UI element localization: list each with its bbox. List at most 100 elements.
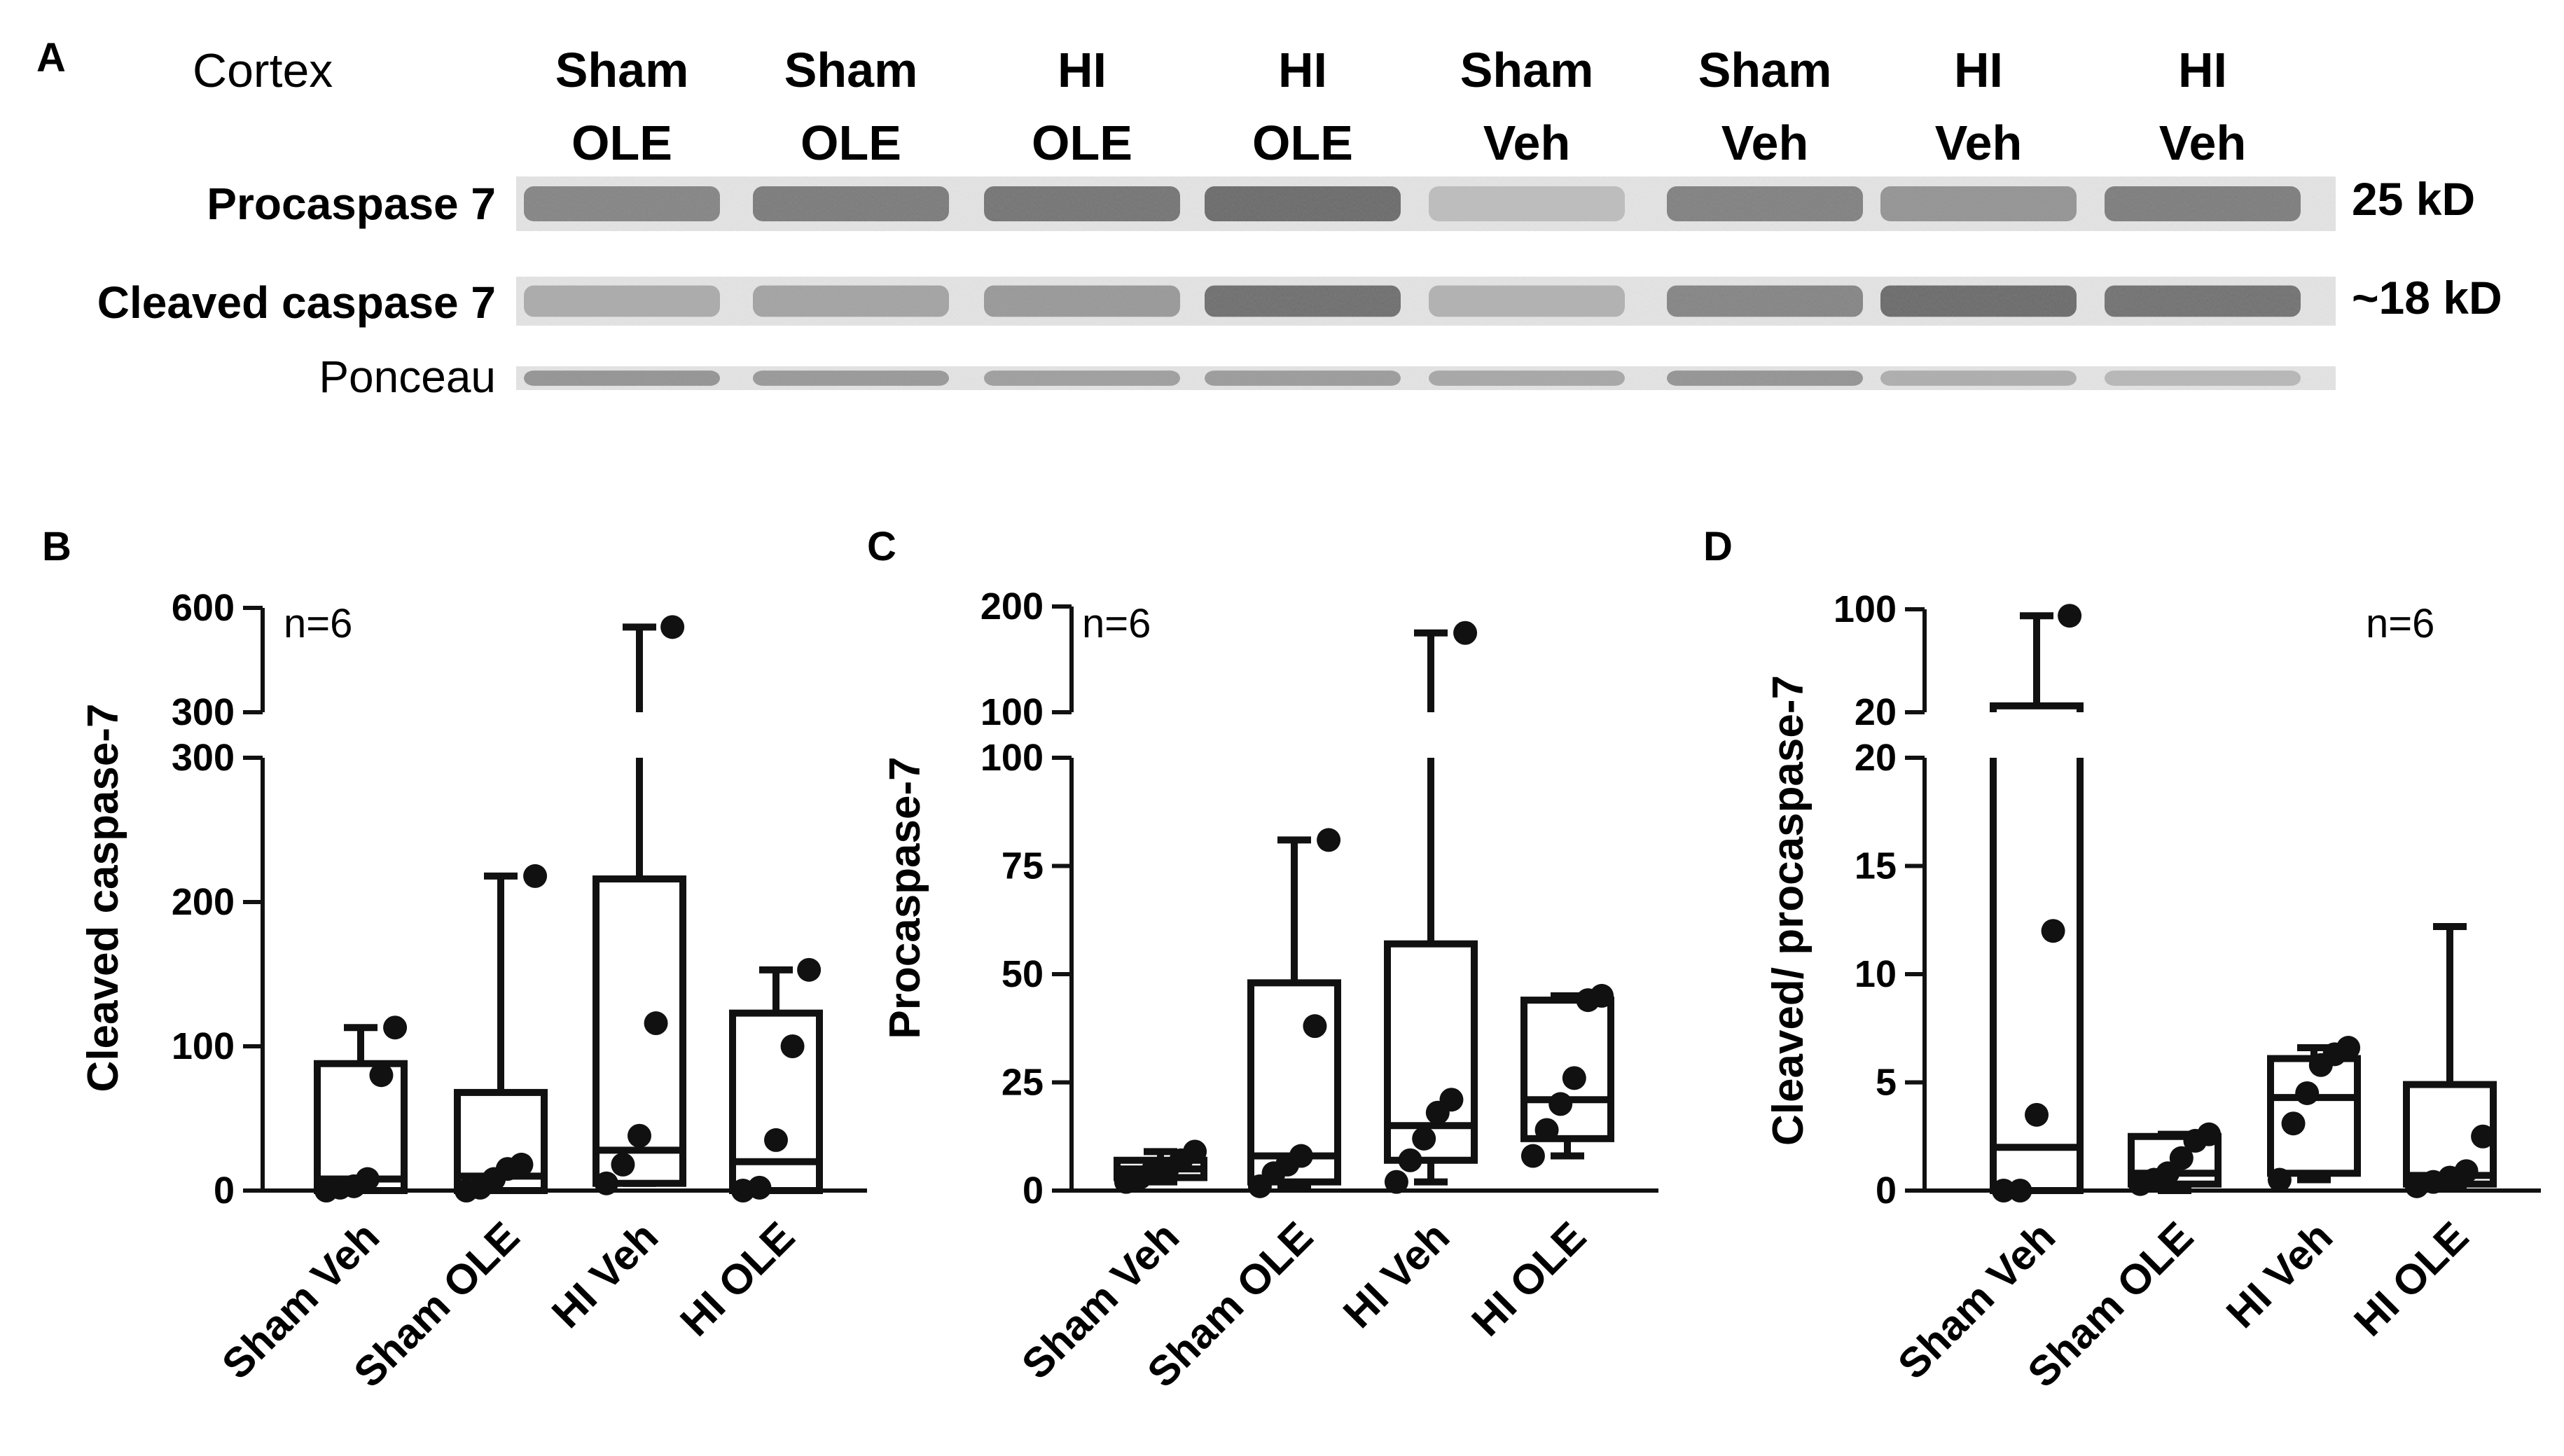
y-tick-label: 100 — [980, 691, 1044, 733]
lane-label-top: Sham — [1698, 43, 1832, 97]
data-point — [1183, 1139, 1207, 1164]
x-tick-label: HI Veh — [543, 1213, 667, 1337]
data-point — [611, 1152, 635, 1177]
y-tick-label: 200 — [172, 881, 235, 923]
panel-letter: D — [1703, 524, 1733, 569]
data-point — [1412, 1126, 1436, 1151]
x-tick-label: HI Veh — [2217, 1213, 2341, 1337]
y-axis: 20 100 0 5 10 15 20 — [1834, 588, 2541, 1212]
blot-row-label: Cleaved caspase 7 — [97, 277, 496, 328]
lane-label-bottom: Veh — [1935, 116, 2023, 170]
panel-a-letter: A — [36, 35, 66, 81]
data-point — [2008, 1179, 2032, 1202]
sample-size-annotation: n=6 — [284, 601, 352, 646]
y-axis-label: Cleaved/ procaspase-7 — [1764, 675, 1813, 1146]
data-point — [644, 1011, 668, 1036]
data-point — [2058, 604, 2082, 628]
y-tick-label: 75 — [1002, 845, 1044, 887]
lane-label-top: HI — [2178, 43, 2227, 97]
data-point — [1991, 1179, 2016, 1202]
data-point — [2454, 1159, 2479, 1184]
data-point — [764, 1128, 788, 1152]
y-tick-label: 20 — [1855, 691, 1897, 733]
box-group: HI OLE — [2345, 923, 2497, 1345]
y-axis: 100 200 0 25 50 75 100 — [980, 585, 1658, 1212]
data-point — [1289, 1144, 1313, 1168]
data-point — [2295, 1081, 2320, 1105]
x-tick-label: HI Veh — [1334, 1213, 1458, 1337]
data-point — [1548, 1092, 1573, 1116]
lane-label-bottom: OLE — [801, 116, 901, 170]
y-tick-label: 5 — [1876, 1062, 1897, 1104]
blot-strip-grain — [516, 176, 2336, 231]
data-point — [369, 1063, 394, 1088]
lane-label-top: Sham — [784, 43, 918, 97]
box — [2267, 1055, 2361, 1177]
blot-row-label: Ponceau — [319, 352, 496, 402]
data-point — [355, 1167, 380, 1191]
lane-label-top: Sham — [555, 43, 689, 97]
data-point — [660, 615, 685, 639]
data-point — [383, 1015, 408, 1040]
y-tick-label: 100 — [172, 1025, 235, 1067]
data-point — [797, 957, 822, 982]
data-point — [2336, 1036, 2361, 1060]
x-tick-label: HI OLE — [671, 1213, 803, 1345]
data-point — [1317, 828, 1341, 852]
lane-label-bottom: Veh — [1483, 116, 1571, 170]
data-point — [1520, 1144, 1545, 1168]
data-point — [523, 864, 548, 888]
y-tick-label: 15 — [1855, 845, 1897, 887]
sample-size-annotation: n=6 — [2366, 601, 2434, 646]
lane-label-top: HI — [1058, 43, 1107, 97]
data-point — [2197, 1122, 2222, 1146]
molecular-weight-label: 25 kD — [2352, 173, 2475, 225]
data-point — [1534, 1118, 1559, 1142]
box-group: Sham OLE — [1138, 828, 1341, 1396]
lane-label-bottom: OLE — [571, 116, 672, 170]
lane-label-bottom: OLE — [1032, 116, 1132, 170]
lane-label-top: Sham — [1460, 43, 1594, 97]
x-tick-label: HI OLE — [2345, 1213, 2477, 1345]
data-point — [1562, 1066, 1586, 1090]
panel-d-chart: Dn=6 Cleaved/ procaspase-7 20 100 0 5 10 15 20Sh… — [1703, 524, 2541, 1396]
y-tick-label: 600 — [172, 587, 235, 629]
panel-a-western-blot: A Cortex Sham OLE Sham OLE HI OLE HI OLE Sham Veh… — [36, 35, 2502, 402]
y-tick-label: 300 — [172, 691, 235, 733]
data-point — [2025, 1102, 2049, 1127]
box-upper — [1990, 702, 2084, 712]
data-point — [780, 1034, 805, 1058]
y-tick-label: 25 — [1002, 1062, 1044, 1104]
box-group: HI OLE — [671, 957, 823, 1345]
data-point — [2471, 1124, 2495, 1149]
data-point — [2267, 1167, 2292, 1192]
blot-strip-grain — [516, 366, 2336, 390]
data-point — [1453, 620, 1478, 645]
y-tick-label: 10 — [1855, 953, 1897, 995]
panel-letter: C — [867, 524, 896, 569]
blot-rows: Procaspase 7 25 kD Cleaved caspase 7 ~18 kD… — [97, 173, 2502, 402]
data-point — [2156, 1161, 2180, 1186]
y-tick-label: 0 — [1023, 1170, 1044, 1212]
sample-size-annotation: n=6 — [1082, 601, 1151, 646]
y-tick-label: 200 — [980, 585, 1044, 628]
blot-strip-grain — [516, 277, 2336, 326]
lane-label-top: HI — [1954, 43, 2003, 97]
box-group: HI Veh — [543, 615, 686, 1337]
lane-label-top: HI — [1278, 43, 1327, 97]
y-axis-label: Cleaved caspase-7 — [79, 704, 127, 1093]
y-tick-label: 0 — [214, 1170, 235, 1212]
data-point — [747, 1175, 772, 1200]
data-point — [1439, 1088, 1464, 1112]
y-tick-label: 20 — [1855, 737, 1897, 779]
y-tick-label: 100 — [1834, 588, 1897, 630]
data-point — [628, 1123, 651, 1148]
data-point — [2041, 919, 2065, 943]
blot-row-label: Procaspase 7 — [207, 179, 496, 229]
box-group: HI OLE — [1462, 983, 1614, 1345]
data-point — [1398, 1148, 1422, 1172]
data-point — [509, 1152, 534, 1177]
lane-labels: Sham OLE Sham OLE HI OLE HI OLE Sham Veh Sham Veh HI… — [555, 43, 2247, 170]
